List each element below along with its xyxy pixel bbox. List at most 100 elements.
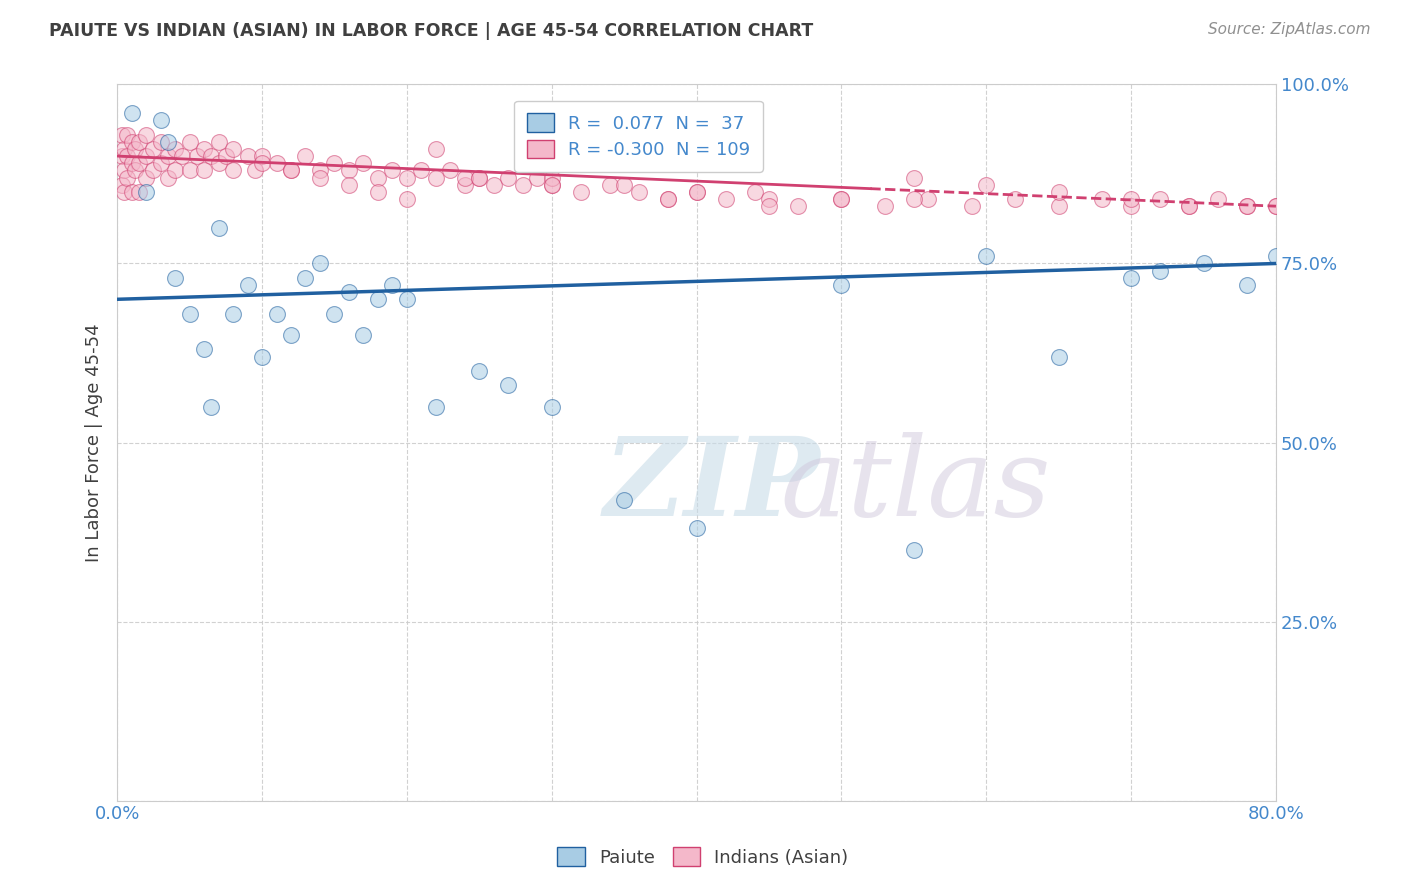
Point: [381, 277, 404, 292]
Point: [758, 199, 780, 213]
Point: [135, 185, 157, 199]
Point: [830, 277, 852, 292]
Point: [294, 270, 316, 285]
Point: [411, 163, 433, 178]
Point: [149, 135, 172, 149]
Point: [207, 135, 229, 149]
Point: [744, 185, 766, 199]
Point: [207, 220, 229, 235]
Point: [280, 163, 302, 178]
Point: [1149, 263, 1171, 277]
Point: [425, 170, 447, 185]
Point: [1265, 199, 1288, 213]
Point: [1149, 192, 1171, 206]
Point: [236, 277, 259, 292]
Point: [200, 149, 222, 163]
Point: [135, 128, 157, 142]
Point: [222, 142, 245, 156]
Point: [1047, 199, 1070, 213]
Point: [498, 378, 520, 392]
Point: [124, 142, 146, 156]
Point: [657, 192, 679, 206]
Point: [512, 178, 534, 192]
Point: [142, 142, 165, 156]
Point: [1091, 192, 1114, 206]
Point: [903, 170, 925, 185]
Point: [121, 106, 143, 120]
Point: [1236, 199, 1258, 213]
Point: [110, 128, 132, 142]
Point: [121, 156, 143, 170]
Point: [280, 163, 302, 178]
Point: [1265, 199, 1288, 213]
Point: [613, 178, 636, 192]
Point: [830, 192, 852, 206]
Point: [468, 170, 491, 185]
Point: [156, 170, 179, 185]
Point: [1119, 192, 1142, 206]
Point: [468, 364, 491, 378]
Point: [830, 192, 852, 206]
Point: [121, 135, 143, 149]
Point: [222, 307, 245, 321]
Point: [540, 400, 562, 414]
Point: [114, 163, 136, 178]
Point: [685, 185, 707, 199]
Point: [468, 170, 491, 185]
Point: [193, 142, 215, 156]
Point: [323, 156, 346, 170]
Point: [540, 170, 562, 185]
Point: [121, 185, 143, 199]
Point: [172, 149, 194, 163]
Point: [110, 149, 132, 163]
Point: [439, 163, 461, 178]
Point: [498, 170, 520, 185]
Point: [1192, 256, 1215, 270]
Point: [903, 192, 925, 206]
Point: [873, 199, 896, 213]
Point: [179, 163, 201, 178]
Point: [149, 113, 172, 128]
Point: [250, 350, 273, 364]
Point: [685, 185, 707, 199]
Point: [222, 163, 245, 178]
Point: [193, 343, 215, 357]
Point: [135, 170, 157, 185]
Point: [425, 142, 447, 156]
Point: [903, 543, 925, 558]
Text: Source: ZipAtlas.com: Source: ZipAtlas.com: [1208, 22, 1371, 37]
Point: [599, 178, 621, 192]
Point: [309, 163, 332, 178]
Point: [381, 163, 404, 178]
Point: [142, 163, 165, 178]
Point: [179, 307, 201, 321]
Point: [1119, 199, 1142, 213]
Point: [309, 256, 332, 270]
Point: [117, 170, 139, 185]
Point: [714, 192, 737, 206]
Point: [337, 163, 360, 178]
Point: [1206, 192, 1229, 206]
Point: [395, 192, 418, 206]
Point: [110, 178, 132, 192]
Text: atlas: atlas: [603, 432, 1050, 540]
Point: [280, 328, 302, 343]
Point: [179, 135, 201, 149]
Point: [186, 149, 208, 163]
Legend: Paiute, Indians (Asian): Paiute, Indians (Asian): [550, 840, 856, 874]
Point: [657, 192, 679, 206]
Point: [236, 149, 259, 163]
Point: [165, 142, 187, 156]
Point: [215, 149, 238, 163]
Point: [454, 178, 477, 192]
Point: [250, 156, 273, 170]
Point: [787, 199, 810, 213]
Point: [960, 199, 983, 213]
Point: [395, 293, 418, 307]
Point: [200, 400, 222, 414]
Point: [1047, 350, 1070, 364]
Point: [352, 328, 374, 343]
Point: [367, 170, 389, 185]
Point: [425, 400, 447, 414]
Point: [1236, 277, 1258, 292]
